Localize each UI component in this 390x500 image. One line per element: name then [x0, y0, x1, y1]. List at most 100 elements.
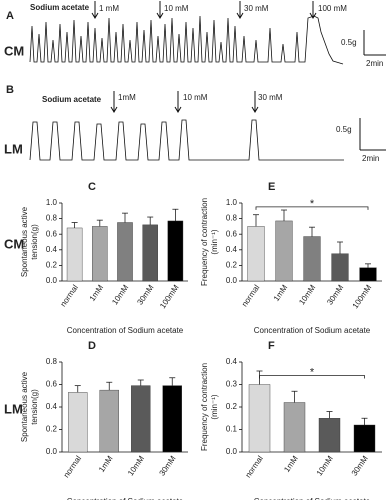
y-axis-label: tension(g)	[30, 389, 39, 425]
bar	[318, 418, 341, 453]
x-tick-label: 30mM	[157, 454, 177, 478]
x-axis-label: Concentration of Sodium acetate	[67, 326, 184, 335]
bar	[117, 222, 133, 282]
bar	[353, 424, 376, 453]
scale-time: 2min	[366, 59, 383, 68]
x-tick-label: 30mM	[135, 283, 155, 307]
bar	[92, 226, 108, 282]
scale-bar	[359, 118, 386, 151]
significance-label: *	[310, 198, 315, 210]
treatment-label: Sodium acetate	[30, 3, 90, 12]
panel-label: A	[6, 10, 14, 22]
y-axis-label: Spontaneous active	[20, 206, 29, 277]
dose-label: 100 mM	[318, 4, 347, 13]
x-axis-label: Concentration of Sodium acetate	[254, 497, 371, 500]
y-tick-label: 0.2	[226, 402, 238, 411]
x-tick-label: 10mM	[110, 283, 130, 307]
muscle-label: LM	[4, 141, 23, 156]
significance-bracket	[255, 206, 369, 210]
y-tick-label: 1.0	[226, 198, 238, 207]
x-tick-label: 1mM	[282, 454, 300, 474]
y-tick-label: 1.0	[46, 198, 58, 207]
x-tick-label: 30mM	[325, 283, 345, 307]
panel-label: C	[88, 181, 96, 193]
x-tick-label: normal	[62, 454, 84, 479]
x-tick-label: normal	[240, 283, 262, 308]
x-tick-label: 1mM	[88, 283, 106, 303]
y-axis-label: tension(g)	[30, 224, 39, 260]
x-tick-label: 10mM	[126, 454, 146, 478]
arrows	[91, 1, 317, 19]
panel-label: F	[268, 340, 275, 352]
y-axis-label: Frequency of contraction	[200, 198, 209, 286]
y-tick-label: 0.2	[226, 261, 238, 270]
y-tick-label: 0.6	[46, 229, 58, 238]
bar	[131, 385, 151, 453]
dose-label: 1 mM	[99, 4, 119, 13]
x-tick-label: 1mM	[272, 283, 290, 303]
y-tick-label: 0.0	[226, 447, 238, 456]
y-tick-label: 0.4	[46, 245, 58, 254]
bar	[359, 267, 377, 282]
dose-label: 30 mM	[258, 93, 283, 102]
x-tick-label: 10mM	[315, 454, 335, 478]
bar	[275, 220, 293, 282]
dose-label: 1mM	[118, 93, 136, 102]
bar	[303, 236, 321, 282]
x-tick-label: 100mM	[158, 283, 181, 310]
y-tick-label: 0.8	[226, 214, 238, 223]
bar	[331, 253, 349, 282]
x-tick-label: 1mM	[97, 454, 115, 474]
bar	[142, 224, 158, 282]
significance-bracket	[259, 375, 365, 379]
y-tick-label: 0.8	[46, 357, 58, 366]
panel-label: D	[88, 340, 96, 352]
significance-label: *	[310, 366, 315, 378]
row-label: CM	[4, 236, 24, 251]
x-axis-label: Concentration of Sodium acetate	[254, 326, 371, 335]
x-tick-label: normal	[59, 283, 81, 308]
y-axis-label: Spontaneous active	[20, 371, 29, 442]
y-tick-label: 0.4	[226, 245, 238, 254]
y-tick-label: 0.2	[46, 425, 58, 434]
y-axis-label: (min⁻¹)	[210, 394, 219, 419]
treatment-label: Sodium acetate	[42, 95, 102, 104]
scale-force: 0.5g	[341, 38, 357, 47]
y-tick-label: 0.0	[46, 447, 58, 456]
panel-label: E	[268, 181, 275, 193]
y-axis-label: Frequency of contraction	[200, 363, 209, 451]
y-tick-label: 0.0	[46, 276, 58, 285]
dose-label: 10 mM	[164, 4, 189, 13]
scale-force: 0.5g	[336, 125, 352, 134]
x-tick-label: 10mM	[297, 283, 317, 307]
panel-label: B	[6, 84, 14, 96]
x-tick-label: 100mM	[351, 283, 374, 310]
bar	[162, 385, 182, 453]
y-tick-label: 0.6	[46, 380, 58, 389]
y-tick-label: 0.2	[46, 261, 58, 270]
y-tick-label: 0.6	[226, 229, 238, 238]
y-tick-label: 0.3	[226, 380, 238, 389]
bar	[167, 220, 184, 282]
y-tick-label: 0.4	[46, 402, 58, 411]
dose-label: 30 mM	[244, 4, 269, 13]
x-tick-label: 30mM	[350, 454, 370, 478]
y-axis-label: (min⁻¹)	[210, 229, 219, 254]
bar	[66, 227, 83, 282]
bar	[248, 384, 271, 453]
row-label: LM	[4, 401, 23, 416]
y-tick-label: 0.4	[226, 357, 238, 366]
bar	[68, 392, 88, 453]
trace	[29, 15, 344, 65]
scale-time: 2min	[362, 154, 379, 163]
dose-label: 10 mM	[183, 93, 208, 102]
scale-bar	[363, 30, 386, 56]
bar	[247, 226, 265, 282]
trace	[29, 119, 344, 161]
y-tick-label: 0.8	[46, 214, 58, 223]
bar	[283, 402, 306, 453]
x-axis-label: Concentration of Sodium acetate	[67, 497, 184, 500]
arrows	[110, 91, 259, 113]
y-tick-label: 0.1	[226, 425, 238, 434]
